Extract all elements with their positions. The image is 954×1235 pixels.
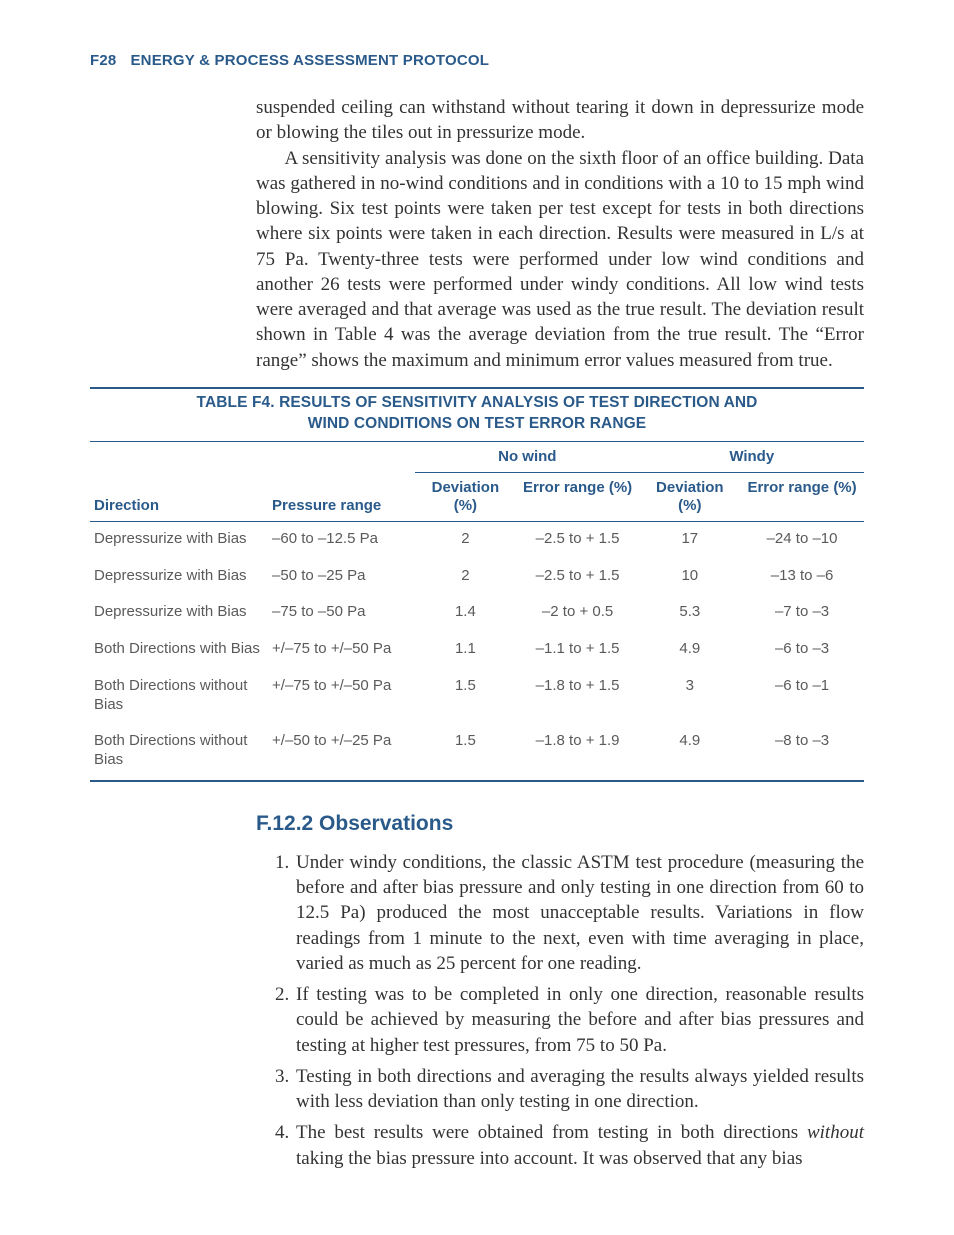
th-nowind-deviation: Deviation (%) [415,472,516,521]
table-body: Depressurize with Bias –60 to –12.5 Pa 2… [90,521,864,781]
cell-nowind-dev: 1.5 [415,669,516,725]
table-row: Depressurize with Bias –50 to –25 Pa 2 –… [90,559,864,596]
th-windy-deviation: Deviation (%) [640,472,741,521]
cell-direction: Depressurize with Bias [90,521,268,558]
page: F28 ENERGY & PROCESS ASSESSMENT PROTOCOL… [0,0,954,1235]
cell-direction: Depressurize with Bias [90,559,268,596]
cell-pressure: –75 to –50 Pa [268,595,415,632]
cell-windy-dev: 17 [640,521,741,558]
sensitivity-table: Direction Pressure range No wind Windy D… [90,441,864,782]
cell-windy-dev: 4.9 [640,724,741,781]
cell-direction: Both Directions with Bias [90,632,268,669]
table-row: Depressurize with Bias –60 to –12.5 Pa 2… [90,521,864,558]
observation-3: Testing in both directions and averaging… [294,1064,864,1115]
cell-windy-err: –24 to –10 [740,521,864,558]
table-row: Both Directions without Bias +/–75 to +/… [90,669,864,725]
cell-pressure: +/–75 to +/–50 Pa [268,632,415,669]
cell-nowind-err: –2.5 to + 1.5 [516,521,640,558]
cell-nowind-err: –1.8 to + 1.5 [516,669,640,725]
cell-windy-err: –13 to –6 [740,559,864,596]
cell-direction: Both Directions without Bias [90,669,268,725]
cell-windy-dev: 3 [640,669,741,725]
th-nowind-error: Error range (%) [516,472,640,521]
th-direction: Direction [90,441,268,521]
cell-windy-dev: 4.9 [640,632,741,669]
cell-nowind-err: –2.5 to + 1.5 [516,559,640,596]
table-caption-line2: WIND CONDITIONS ON TEST ERROR RANGE [308,415,646,432]
cell-nowind-err: –1.1 to + 1.5 [516,632,640,669]
observation-4: The best results were obtained from test… [294,1120,864,1171]
page-number: F28 [90,52,116,69]
th-windy-error: Error range (%) [740,472,864,521]
cell-nowind-dev: 2 [415,559,516,596]
cell-direction: Depressurize with Bias [90,595,268,632]
body-text: suspended ceiling can withstand without … [256,95,864,373]
observation-4-pre: The best results were obtained from test… [296,1122,807,1143]
th-group-windy: Windy [640,441,865,472]
paragraph-2: A sensitivity analysis was done on the s… [256,146,864,373]
cell-windy-err: –7 to –3 [740,595,864,632]
cell-windy-err: –6 to –3 [740,632,864,669]
observation-2: If testing was to be completed in only o… [294,982,864,1058]
cell-nowind-dev: 1.4 [415,595,516,632]
cell-windy-err: –6 to –1 [740,669,864,725]
table-row: Both Directions with Bias +/–75 to +/–50… [90,632,864,669]
running-head: F28 ENERGY & PROCESS ASSESSMENT PROTOCOL [90,52,864,69]
cell-pressure: –50 to –25 Pa [268,559,415,596]
cell-windy-err: –8 to –3 [740,724,864,781]
cell-pressure: +/–75 to +/–50 Pa [268,669,415,725]
observation-1: Under windy conditions, the classic ASTM… [294,850,864,976]
table-row: Depressurize with Bias –75 to –50 Pa 1.4… [90,595,864,632]
cell-pressure: –60 to –12.5 Pa [268,521,415,558]
th-group-nowind: No wind [415,441,639,472]
cell-windy-dev: 5.3 [640,595,741,632]
table-f4: TABLE F4. RESULTS OF SENSITIVITY ANALYSI… [90,387,864,782]
table-caption: TABLE F4. RESULTS OF SENSITIVITY ANALYSI… [90,387,864,441]
cell-windy-dev: 10 [640,559,741,596]
cell-nowind-dev: 1.1 [415,632,516,669]
table-caption-line1: TABLE F4. RESULTS OF SENSITIVITY ANALYSI… [197,394,758,411]
paragraph-1: suspended ceiling can withstand without … [256,95,864,146]
cell-nowind-err: –2 to + 0.5 [516,595,640,632]
observations-list: Under windy conditions, the classic ASTM… [256,850,864,1171]
cell-nowind-dev: 2 [415,521,516,558]
section-head-observations: F.12.2 Observations [256,812,864,836]
th-pressure-range: Pressure range [268,441,415,521]
cell-nowind-err: –1.8 to + 1.9 [516,724,640,781]
observation-4-post: taking the bias pressure into account. I… [296,1148,803,1169]
cell-direction: Both Directions without Bias [90,724,268,781]
observation-4-emph: without [807,1122,864,1143]
running-title: ENERGY & PROCESS ASSESSMENT PROTOCOL [130,52,489,69]
cell-nowind-dev: 1.5 [415,724,516,781]
cell-pressure: +/–50 to +/–25 Pa [268,724,415,781]
table-row: Both Directions without Bias +/–50 to +/… [90,724,864,781]
